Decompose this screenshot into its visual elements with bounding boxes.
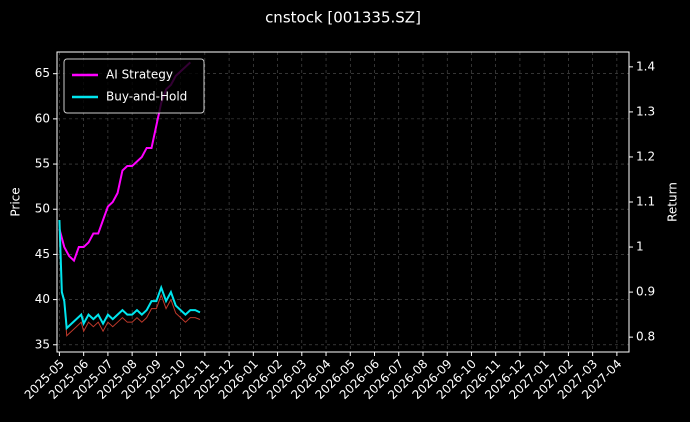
chart-title: cnstock [001335.SZ] — [265, 9, 421, 27]
y2-tick-label: 1.3 — [636, 104, 655, 118]
y-tick-label: 35 — [35, 337, 50, 351]
y2-tick-label: 1 — [636, 240, 644, 254]
y-tick-label: 45 — [35, 247, 50, 261]
y-tick-label: 65 — [35, 66, 50, 80]
y2-tick-label: 1.4 — [636, 59, 655, 73]
y2-tick-label: 0.8 — [636, 330, 655, 344]
legend-label: Buy-and-Hold — [106, 90, 187, 104]
y-axis-label: Price — [9, 187, 23, 216]
price-line — [58, 236, 201, 337]
y-tick-label: 40 — [35, 292, 50, 306]
plot-frame — [56, 51, 630, 353]
series-line — [58, 219, 201, 331]
y2-tick-label: 1.1 — [636, 195, 655, 209]
y-tick-label: 50 — [35, 202, 50, 216]
y2-axis-label: Return — [666, 182, 680, 222]
y-tick-label: 55 — [35, 157, 50, 171]
y-tick-label: 60 — [35, 111, 50, 125]
legend-box — [63, 58, 205, 114]
legend-label: AI Strategy — [106, 68, 173, 82]
y2-tick-label: 0.9 — [636, 285, 655, 299]
y2-tick-label: 1.2 — [636, 149, 655, 163]
